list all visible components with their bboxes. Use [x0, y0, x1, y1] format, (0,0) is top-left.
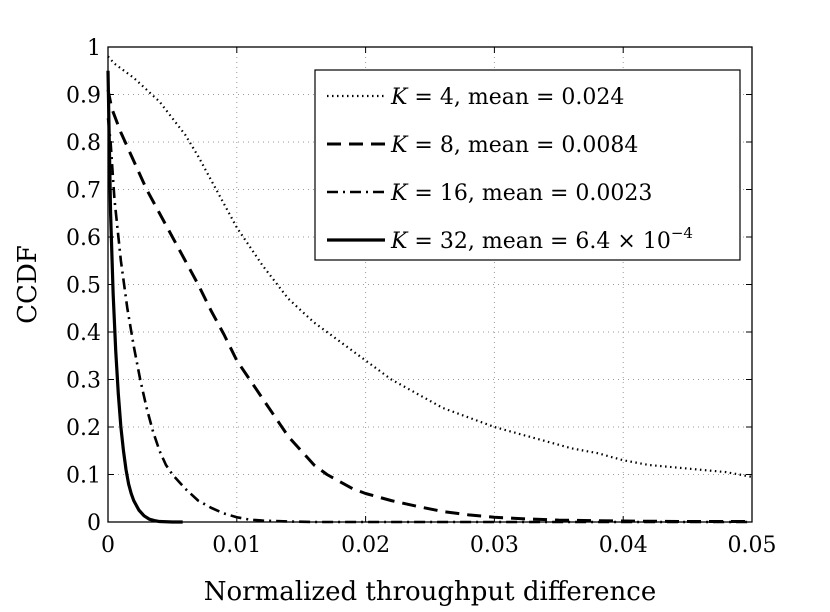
x-tick-label: 0.03: [470, 533, 519, 558]
x-tick-label: 0.05: [728, 533, 777, 558]
grid-lines: [108, 47, 752, 522]
legend-text: = 8, mean = 0.0084: [407, 133, 638, 158]
x-tick-label: 0.04: [599, 533, 648, 558]
legend-label-1: K = 4, mean = 0.024: [390, 85, 624, 110]
y-tick-label: 0.2: [66, 416, 101, 441]
y-tick-label: 0.6: [66, 226, 101, 251]
y-tick-label: 0.8: [66, 131, 101, 156]
legend-variable: K: [390, 85, 409, 110]
y-tick-label: 0.1: [66, 464, 101, 489]
legend-exponent: −4: [671, 224, 693, 242]
legend-text: = 32, mean = 6.4 × 10: [407, 229, 670, 254]
y-tick-label: 1: [87, 36, 101, 61]
y-tick-label: 0.5: [66, 274, 101, 299]
y-tick-label: 0.3: [66, 369, 101, 394]
y-tick-label: 0.7: [66, 179, 101, 204]
y-tick-label: 0.4: [66, 321, 101, 346]
x-tick-label: 0: [101, 533, 115, 558]
legend-box: [314, 69, 741, 261]
x-axis-label: Normalized throughput difference: [204, 577, 656, 607]
series-line-2: [106, 89, 752, 524]
legend-variable: K: [390, 181, 409, 206]
legend-variable: K: [390, 133, 409, 158]
y-axis-label: CCDF: [13, 245, 43, 324]
legend-text: = 4, mean = 0.024: [407, 85, 624, 110]
legend-label-2: K = 8, mean = 0.0084: [390, 133, 638, 158]
series-line-4: [106, 70, 183, 524]
y-tick-label: 0: [87, 511, 101, 536]
legend-label-4: K = 32, mean = 6.4 × 10−4: [390, 224, 693, 254]
legend-label-3: K = 16, mean = 0.0023: [390, 181, 652, 206]
legend-variable: K: [390, 229, 409, 254]
axis-ticks: 0 0.01 0.02 0.03 0.04 0.05 0 0.1 0.2 0.3 0.4 0.5 0.6…: [66, 36, 776, 558]
x-tick-label: 0.01: [212, 533, 261, 558]
legend-text: = 16, mean = 0.0023: [407, 181, 652, 206]
x-tick-label: 0.02: [341, 533, 390, 558]
y-tick-label: 0.9: [66, 84, 101, 109]
